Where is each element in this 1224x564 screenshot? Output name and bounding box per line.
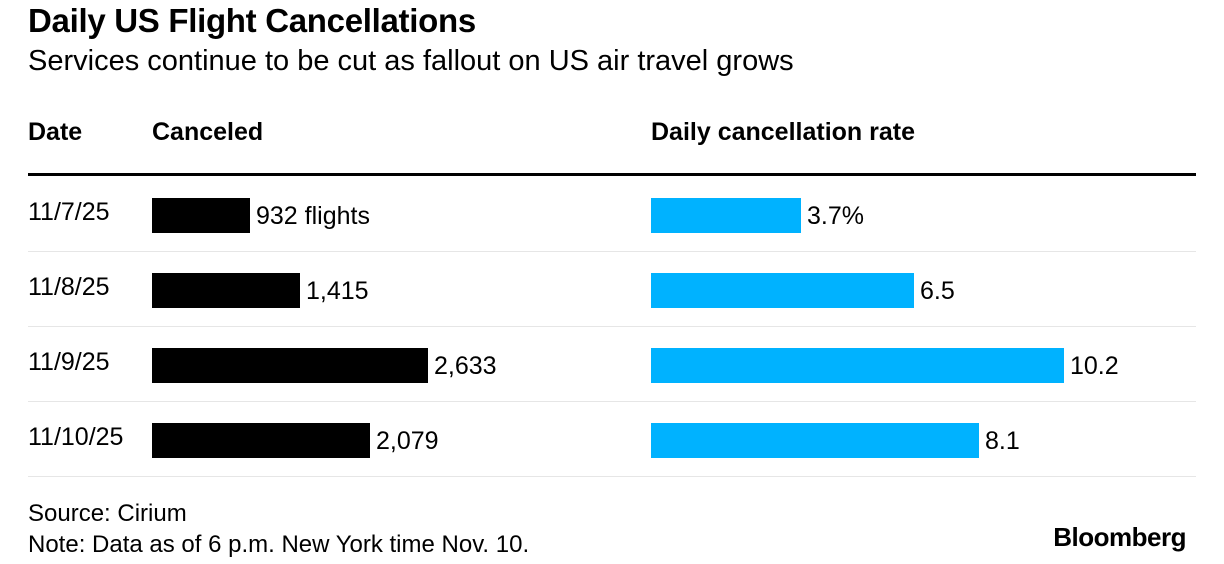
canceled-value-label: 1,415 [306, 277, 369, 305]
column-header-date: Date [28, 118, 83, 146]
column-header-rate: Daily cancellation rate [651, 118, 916, 146]
canceled-value-label: 2,633 [434, 352, 497, 380]
canceled-value-label: 2,079 [376, 427, 439, 455]
column-header-canceled: Canceled [152, 118, 264, 146]
chart-title: Daily US Flight Cancellations [28, 2, 476, 39]
canceled-value-label: 932 flights [256, 202, 370, 230]
rate-bar [651, 273, 914, 308]
rate-bar [651, 198, 801, 233]
canceled-bar [152, 348, 428, 383]
rate-bar [651, 423, 979, 458]
canceled-bar [152, 273, 300, 308]
table-row: 11/10/25 2,079 8.1 [28, 401, 1196, 477]
chart-subtitle: Services continue to be cut as fallout o… [28, 45, 794, 77]
table-row: 11/9/25 2,633 10.2 [28, 326, 1196, 402]
header-rule [28, 173, 1196, 176]
rate-value-label: 10.2 [1070, 352, 1119, 380]
rate-bar [651, 348, 1064, 383]
row-date: 11/8/25 [28, 273, 110, 301]
bloomberg-logo: Bloomberg [1053, 522, 1186, 552]
row-date: 11/9/25 [28, 348, 110, 376]
data-note: Note: Data as of 6 p.m. New York time No… [28, 531, 530, 558]
rate-value-label: 3.7% [807, 202, 864, 230]
rate-value-label: 8.1 [985, 427, 1020, 455]
row-date: 11/7/25 [28, 198, 110, 226]
source-note: Source: Cirium [28, 500, 187, 527]
table-row: 11/7/25 932 flights 3.7% [28, 176, 1196, 252]
canceled-bar [152, 198, 250, 233]
row-date: 11/10/25 [28, 423, 124, 451]
canceled-bar [152, 423, 370, 458]
table-row: 11/8/25 1,415 6.5 [28, 251, 1196, 327]
rate-value-label: 6.5 [920, 277, 955, 305]
